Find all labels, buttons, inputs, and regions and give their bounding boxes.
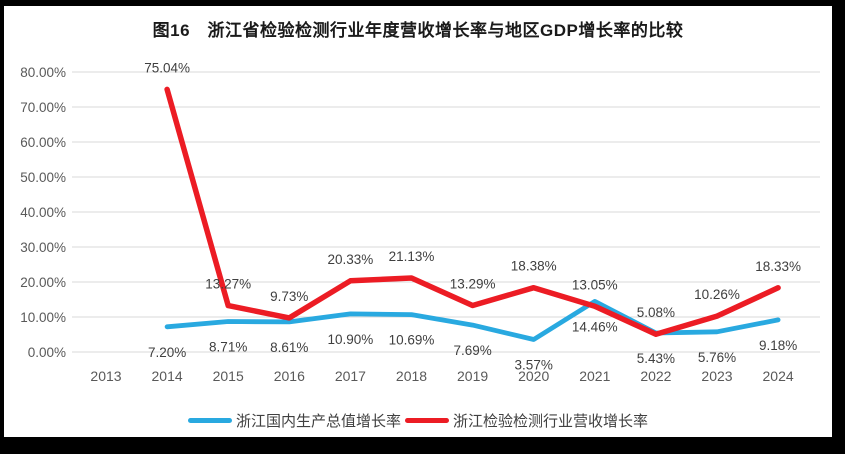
legend-item-gdp: 浙江国内生产总值增长率 (187, 410, 401, 431)
legend: 浙江国内生产总值增长率 浙江检验检测行业营收增长率 (4, 410, 832, 431)
gdp-series-label: 浙江国内生产总值增长率 (235, 413, 401, 430)
revenue-series-swatch (405, 418, 449, 423)
revenue-series-label: 浙江检验检测行业营收增长率 (453, 413, 649, 430)
gdp-series-swatch (187, 418, 232, 423)
legend-item-revenue: 浙江检验检测行业营收增长率 (405, 410, 648, 431)
chart-title: 图16 浙江省检验检测行业年度营收增长率与地区GDP增长率的比较 (152, 21, 684, 40)
chart-canvas: 图16 浙江省检验检测行业年度营收增长率与地区GDP增长率的比较 浙江国内生产总… (4, 6, 832, 437)
